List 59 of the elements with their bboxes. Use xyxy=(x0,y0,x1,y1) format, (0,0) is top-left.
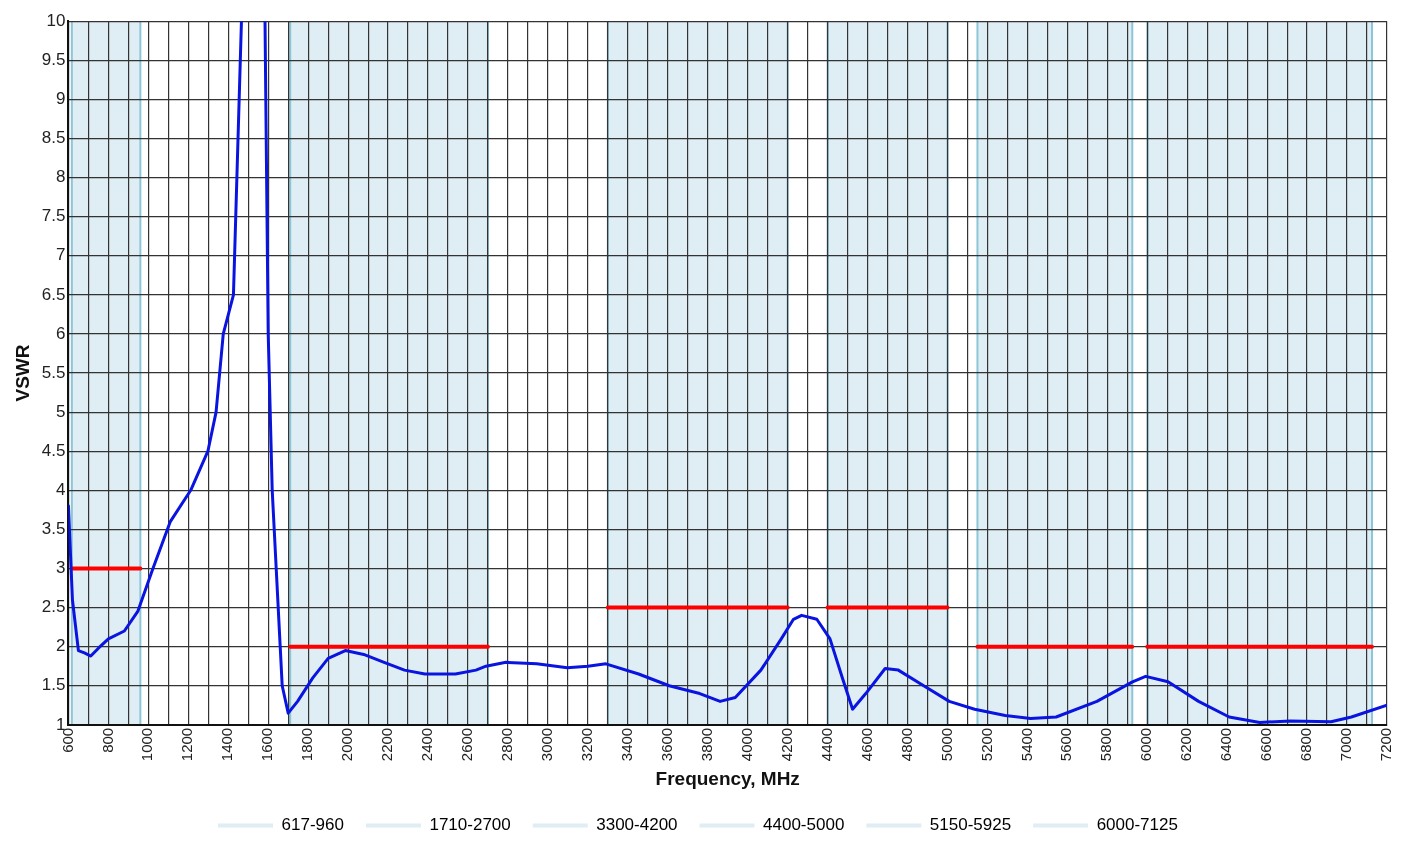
x-tick-label: 2200 xyxy=(378,727,396,762)
x-tick-label: 5800 xyxy=(1097,727,1115,762)
x-tick-label: 7200 xyxy=(1377,727,1395,762)
x-tick-label: 3400 xyxy=(617,727,635,762)
x-axis-title: Frequency, MHz xyxy=(655,767,800,789)
x-tick-label: 4600 xyxy=(857,727,875,762)
y-tick-label: 8 xyxy=(55,167,66,187)
x-tick-label: 4800 xyxy=(897,727,915,762)
legend-label: 6000-7125 xyxy=(1096,815,1178,835)
y-tick-label: 8.5 xyxy=(41,128,66,148)
y-tick-label: 10 xyxy=(46,10,66,30)
y-tick-label: 7 xyxy=(55,245,66,265)
x-tick-label: 5000 xyxy=(937,727,955,762)
y-tick-label: 5 xyxy=(55,401,66,421)
y-tick-label: 1.5 xyxy=(41,675,66,695)
x-tick-label: 4000 xyxy=(737,727,755,762)
legend-label: 617-960 xyxy=(281,815,344,835)
legend-label: 1710-2700 xyxy=(429,815,511,835)
legend-label: 3300-4200 xyxy=(596,815,678,835)
x-tick-label: 6200 xyxy=(1177,727,1195,762)
x-tick-label: 5400 xyxy=(1017,727,1035,762)
x-tick-label: 1200 xyxy=(178,727,196,762)
x-tick-label: 2400 xyxy=(418,727,436,762)
y-axis-title: VSWR xyxy=(11,344,33,402)
y-tick-label: 6 xyxy=(55,323,66,343)
y-tick-label: 4 xyxy=(55,479,66,499)
x-tick-label: 3200 xyxy=(578,727,596,762)
x-tick-label: 1400 xyxy=(218,727,236,762)
x-tick-label: 6800 xyxy=(1297,727,1315,762)
x-tick-label: 2000 xyxy=(338,727,356,762)
x-tick-label: 3000 xyxy=(538,727,556,762)
x-tick-label: 5600 xyxy=(1057,727,1075,762)
y-tick-label: 7.5 xyxy=(41,206,66,226)
y-tick-label: 4.5 xyxy=(41,440,66,460)
y-tick-label: 5.5 xyxy=(41,362,66,382)
y-tick-label: 6.5 xyxy=(41,284,66,304)
x-tick-label: 3800 xyxy=(697,727,715,762)
x-tick-label: 6400 xyxy=(1217,727,1235,762)
x-tick-label: 6600 xyxy=(1257,727,1275,762)
y-tick-label: 2.5 xyxy=(41,597,66,617)
y-tick-label: 3.5 xyxy=(41,519,66,539)
x-tick-label: 4400 xyxy=(817,727,835,762)
y-tick-label: 2 xyxy=(55,636,66,656)
legend-label: 5150-5925 xyxy=(929,815,1012,835)
x-tick-label: 7000 xyxy=(1337,727,1355,762)
x-tick-label: 2600 xyxy=(458,727,476,762)
y-tick-label: 9.5 xyxy=(41,49,66,69)
legend-label: 4400-5000 xyxy=(763,815,845,835)
x-tick-label: 4200 xyxy=(777,727,795,762)
y-tick-label: 3 xyxy=(55,558,66,578)
x-tick-label: 3600 xyxy=(657,727,675,762)
x-tick-label: 1800 xyxy=(298,727,316,762)
x-tick-label: 800 xyxy=(98,727,116,753)
x-tick-label: 6000 xyxy=(1137,727,1155,762)
y-tick-label: 9 xyxy=(55,89,66,109)
x-tick-label: 5200 xyxy=(977,727,995,762)
x-tick-label: 1600 xyxy=(258,727,276,762)
x-tick-label: 2800 xyxy=(498,727,516,762)
x-tick-label: 1000 xyxy=(138,727,156,762)
